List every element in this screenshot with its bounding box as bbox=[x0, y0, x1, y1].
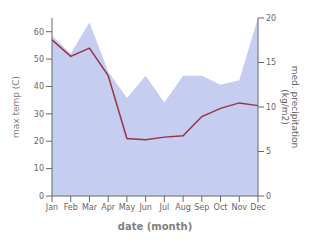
svg-text:10: 10 bbox=[266, 103, 276, 112]
svg-text:Jan: Jan bbox=[45, 203, 58, 212]
svg-text:60: 60 bbox=[34, 28, 44, 37]
svg-text:date (month): date (month) bbox=[118, 221, 192, 232]
svg-text:0: 0 bbox=[266, 192, 271, 201]
svg-text:max temp (C): max temp (C) bbox=[11, 76, 21, 138]
svg-text:0: 0 bbox=[39, 192, 44, 201]
svg-text:med. precipitation(kg/m2): med. precipitation(kg/m2) bbox=[280, 66, 300, 148]
svg-text:30: 30 bbox=[34, 110, 44, 119]
svg-text:Dec: Dec bbox=[250, 203, 265, 212]
svg-text:Oct: Oct bbox=[214, 203, 228, 212]
svg-text:May: May bbox=[119, 203, 136, 212]
svg-text:20: 20 bbox=[34, 137, 44, 146]
svg-text:10: 10 bbox=[34, 164, 44, 173]
svg-text:Feb: Feb bbox=[64, 203, 78, 212]
svg-text:Sep: Sep bbox=[194, 203, 209, 212]
svg-text:Aug: Aug bbox=[175, 203, 191, 212]
svg-text:15: 15 bbox=[266, 58, 276, 67]
svg-text:Jun: Jun bbox=[138, 203, 152, 212]
svg-text:Jul: Jul bbox=[159, 203, 170, 212]
svg-text:Mar: Mar bbox=[82, 203, 98, 212]
svg-text:40: 40 bbox=[34, 82, 44, 91]
svg-text:5: 5 bbox=[266, 147, 271, 156]
svg-text:Nov: Nov bbox=[231, 203, 247, 212]
svg-text:Apr: Apr bbox=[101, 203, 116, 212]
svg-text:20: 20 bbox=[266, 14, 276, 23]
svg-text:50: 50 bbox=[34, 55, 44, 64]
